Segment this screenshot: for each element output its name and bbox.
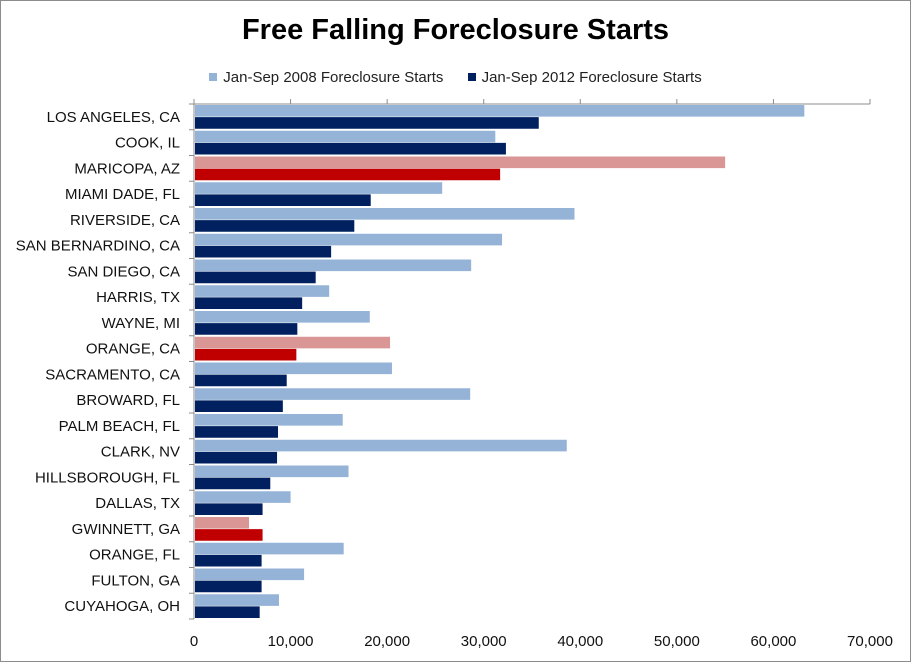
category-label: SAN BERNARDINO, CA bbox=[16, 238, 180, 255]
bar-2012 bbox=[195, 503, 263, 515]
legend-swatch-2008 bbox=[209, 73, 218, 81]
bar-2008 bbox=[195, 208, 575, 220]
bar-2012 bbox=[195, 554, 262, 567]
x-tick-label: 30,000 bbox=[461, 633, 507, 650]
bar-2008 bbox=[195, 130, 496, 143]
legend: Jan-Sep 2008 Foreclosure Starts Jan-Sep … bbox=[0, 68, 911, 86]
category-label: DALLAS, TX bbox=[95, 495, 180, 512]
bar-2012 bbox=[195, 220, 355, 232]
category-label: SACRAMENTO, CA bbox=[45, 366, 180, 383]
x-tick-label: 50,000 bbox=[654, 633, 700, 650]
bar-2008 bbox=[195, 156, 726, 169]
bar-2008 bbox=[195, 182, 443, 194]
bar-2008 bbox=[195, 465, 349, 478]
category-label: CLARK, NV bbox=[101, 444, 180, 461]
bar-2012 bbox=[195, 245, 332, 258]
bar-2008 bbox=[195, 414, 343, 426]
bar-2012 bbox=[195, 400, 283, 412]
bar-2012 bbox=[195, 323, 298, 335]
x-tick-label: 20,000 bbox=[364, 633, 410, 650]
bar-2008 bbox=[195, 259, 472, 272]
bar-2012 bbox=[195, 117, 539, 129]
category-label: RIVERSIDE, CA bbox=[70, 212, 180, 229]
bar-2008 bbox=[195, 439, 567, 452]
bar-2012 bbox=[195, 426, 279, 438]
bar-2012 bbox=[195, 374, 287, 387]
category-label: HILLSBOROUGH, FL bbox=[35, 469, 180, 486]
legend-label-2008: Jan-Sep 2008 Foreclosure Starts bbox=[223, 68, 444, 86]
bar-2008 bbox=[195, 233, 503, 246]
category-label: ORANGE, FL bbox=[89, 547, 180, 564]
category-label: MIAMI DADE, FL bbox=[65, 186, 180, 203]
category-label: PALM BEACH, FL bbox=[59, 418, 180, 435]
bar-2012 bbox=[195, 297, 303, 309]
bar-2012 bbox=[195, 451, 278, 464]
bar-2012 bbox=[195, 606, 260, 618]
category-label: FULTON, GA bbox=[91, 572, 180, 589]
legend-item-2012: Jan-Sep 2012 Foreclosure Starts bbox=[467, 68, 702, 86]
x-tick-label: 40,000 bbox=[557, 633, 603, 650]
bar-2008 bbox=[195, 105, 805, 117]
legend-label-2012: Jan-Sep 2012 Foreclosure Starts bbox=[481, 68, 702, 86]
bar-2008 bbox=[195, 568, 305, 581]
bar-2008 bbox=[195, 491, 291, 503]
bar-2008 bbox=[195, 517, 250, 529]
bar-2012 bbox=[195, 580, 262, 593]
bar-2008 bbox=[195, 336, 391, 349]
bar-2012 bbox=[195, 168, 501, 181]
category-label: LOS ANGELES, CA bbox=[47, 109, 180, 126]
category-label: GWINNETT, GA bbox=[72, 521, 180, 538]
bar-2012 bbox=[195, 194, 371, 206]
category-label: CUYAHOGA, OH bbox=[64, 598, 180, 615]
chart-title: Free Falling Foreclosure Starts bbox=[241, 14, 670, 46]
legend-item-2008: Jan-Sep 2008 Foreclosure Starts bbox=[209, 69, 443, 86]
bar-2008 bbox=[195, 362, 392, 375]
category-label: BROWARD, FL bbox=[76, 392, 180, 409]
x-tick-label: 70,000 bbox=[847, 633, 893, 650]
bar-2012 bbox=[195, 142, 506, 155]
x-tick-label: 0 bbox=[190, 633, 198, 650]
bar-2012 bbox=[195, 271, 316, 284]
x-tick-label: 10,000 bbox=[268, 633, 314, 650]
legend-swatch-2012 bbox=[467, 73, 476, 81]
bar-2008 bbox=[195, 285, 330, 297]
bar-2008 bbox=[195, 542, 344, 555]
category-label: SAN DIEGO, CA bbox=[67, 263, 180, 280]
category-label: COOK, IL bbox=[115, 135, 180, 152]
bar-2012 bbox=[195, 348, 297, 361]
category-label: MARICOPA, AZ bbox=[74, 160, 180, 177]
bar-2008 bbox=[195, 311, 370, 323]
category-label: ORANGE, CA bbox=[86, 341, 180, 358]
x-tick-label: 60,000 bbox=[750, 633, 796, 650]
bar-2012 bbox=[195, 477, 271, 490]
bar-2008 bbox=[195, 594, 279, 606]
category-label: WAYNE, MI bbox=[102, 315, 180, 332]
category-label: HARRIS, TX bbox=[96, 289, 180, 306]
bar-2012 bbox=[195, 529, 263, 541]
bar-2008 bbox=[195, 388, 471, 400]
